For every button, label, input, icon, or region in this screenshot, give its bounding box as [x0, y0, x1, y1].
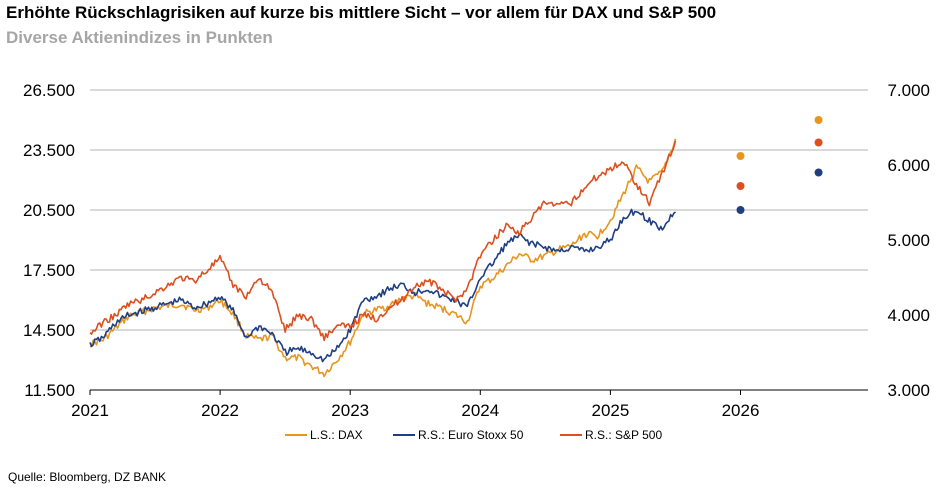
- x-tick-label: 2021: [71, 401, 109, 420]
- chart-subtitle: Diverse Aktienindizes in Punkten: [6, 28, 273, 47]
- series-line-sp500: [89, 140, 677, 342]
- legend-label-stoxx: R.S.: Euro Stoxx 50: [418, 428, 524, 442]
- grid-lines: [90, 89, 868, 391]
- y-left-tick-label: 17.500: [23, 261, 75, 280]
- forecast-point: [736, 182, 745, 190]
- series-line-dax: [89, 138, 677, 378]
- y-right-tick-label: 6.000: [887, 156, 930, 175]
- y-left-tick-label: 14.500: [23, 321, 75, 340]
- y-right-tick-label: 4.000: [887, 306, 930, 325]
- x-tick-label: 2024: [461, 401, 499, 420]
- y-right-tick-label: 3.000: [887, 381, 930, 400]
- source-note: Quelle: Bloomberg, DZ BANK: [8, 470, 167, 484]
- legend-label-dax: L.S.: DAX: [310, 428, 363, 442]
- chart-title: Erhöhte Rückschlagrisiken auf kurze bis …: [6, 3, 717, 22]
- y-right-tick-label: 5.000: [887, 231, 930, 250]
- y-left-tick-label: 20.500: [23, 201, 75, 220]
- x-tick-label: 2022: [201, 401, 239, 420]
- series-lines: [89, 138, 677, 378]
- forecast-point: [736, 206, 745, 214]
- x-axis-ticks: 2021 2022 2023 2024 2025 2026: [71, 390, 759, 420]
- forecast-point: [814, 116, 823, 124]
- y-left-tick-label: 11.500: [24, 381, 75, 400]
- forecast-point: [736, 152, 745, 160]
- forecast-points: [736, 116, 823, 214]
- legend-label-sp500: R.S.: S&P 500: [585, 428, 662, 442]
- legend: L.S.: DAX R.S.: Euro Stoxx 50 R.S.: S&P …: [285, 428, 662, 442]
- x-tick-label: 2025: [591, 401, 629, 420]
- y-left-tick-label: 23.500: [23, 141, 75, 160]
- chart-area: 11.500 14.500 17.500 20.500 23.500 26.500 3.0…: [23, 81, 930, 442]
- legend-item-dax: L.S.: DAX: [285, 428, 363, 442]
- right-axis-ticks: 3.000 4.000 5.000 6.000 7.000: [887, 81, 930, 400]
- forecast-point: [814, 138, 823, 147]
- series-line-stoxx: [89, 208, 676, 363]
- legend-item-sp500: R.S.: S&P 500: [560, 428, 662, 442]
- x-tick-label: 2026: [722, 401, 760, 420]
- legend-item-stoxx: R.S.: Euro Stoxx 50: [393, 428, 524, 442]
- forecast-point: [814, 168, 823, 177]
- left-axis-ticks: 11.500 14.500 17.500 20.500 23.500 26.500: [23, 81, 75, 400]
- y-left-tick-label: 26.500: [23, 81, 75, 100]
- x-tick-label: 2023: [331, 401, 369, 420]
- y-right-tick-label: 7.000: [887, 81, 930, 100]
